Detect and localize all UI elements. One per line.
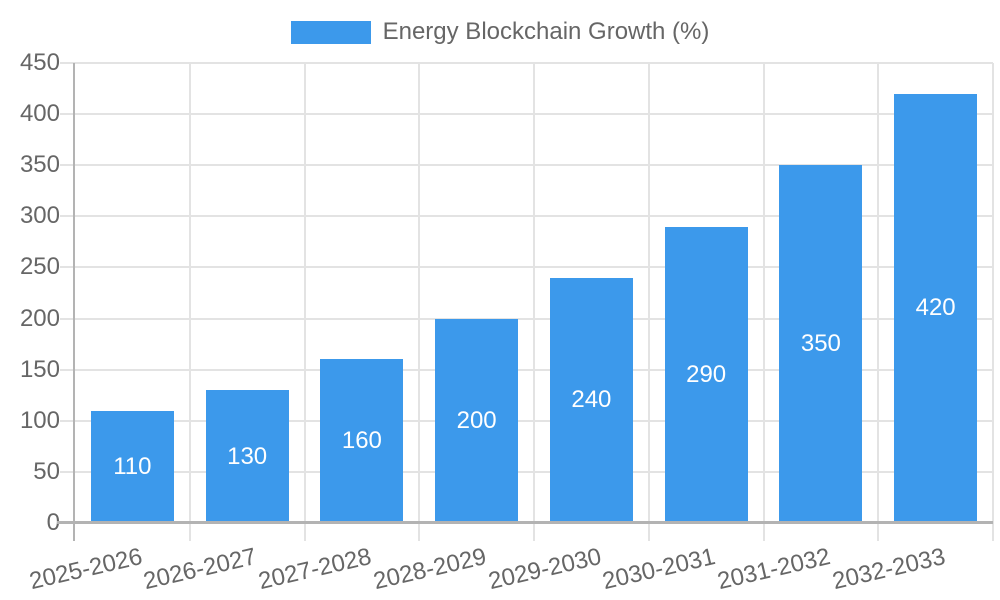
x-tick-label: 2028-2029 [370,543,489,596]
y-axis-line [73,63,75,541]
bar-value-label: 350 [800,330,841,358]
gridline-vertical [762,63,765,523]
bar[interactable] [549,277,633,523]
gridline-vertical [418,63,421,523]
y-axis-tick [60,317,75,320]
y-tick-label: 250 [19,253,60,281]
x-tick-label: 2032-2033 [829,543,948,596]
bar-value-label: 110 [113,452,152,480]
bar[interactable] [779,165,863,523]
bar-value-label: 290 [686,360,727,388]
y-axis-tick [60,62,75,65]
y-tick-label: 0 [46,509,60,536]
y-axis-tick [60,368,75,371]
x-tick-label: 2031-2032 [715,543,833,596]
bar[interactable] [664,226,748,523]
x-axis-baseline [57,521,993,524]
legend-swatch [290,20,371,44]
x-tick-label: 2029-2030 [485,543,604,596]
y-tick-label: 150 [19,355,60,383]
legend-item[interactable]: Energy Blockchain Growth (%) [0,18,1000,46]
y-tick-label: 350 [19,151,60,179]
bar[interactable] [894,93,978,523]
x-axis-tick [418,523,421,541]
y-tick-label: 300 [19,202,60,230]
bar-value-label: 420 [915,294,956,322]
gridline-vertical [877,63,880,523]
x-tick-label: 2030-2031 [600,543,719,596]
gridline-vertical [992,63,994,523]
x-axis-tick [303,523,306,541]
bar[interactable] [90,410,174,523]
x-axis-tick [533,523,535,541]
y-axis-tick [60,266,75,269]
bar-value-label: 240 [571,386,612,414]
bar[interactable] [435,318,519,523]
bar[interactable] [320,359,404,523]
bar[interactable] [205,390,289,523]
gridline-vertical [533,63,535,523]
plot-area: 0 50 100 150 200 250 300 350 400 450 110 130 160 200 2… [20,49,994,595]
gridline-vertical [303,63,306,523]
x-axis-tick [877,523,880,541]
y-axis-tick [60,215,75,218]
legend-label: Energy Blockchain Growth (%) [382,18,710,45]
gridline-vertical [647,63,650,523]
y-tick-label: 200 [19,304,60,332]
bar-value-label: 130 [227,442,268,470]
y-axis-tick [60,470,75,473]
y-axis-tick [60,113,75,116]
x-tick-label: 2026-2027 [141,543,260,596]
y-tick-label: 50 [33,457,60,485]
y-tick-label: 100 [19,406,60,434]
x-axis-tick [992,523,994,541]
bar-value-label: 200 [456,406,497,434]
x-axis-tick [762,523,765,541]
y-axis-tick [60,419,75,422]
x-axis-tick [647,523,650,541]
y-tick-label: 400 [19,100,60,128]
x-tick-label: 2027-2028 [256,543,374,596]
bar-value-label: 160 [341,427,382,455]
x-tick-label: 2025-2026 [26,543,145,596]
gridline-vertical [188,63,191,523]
y-tick-label: 450 [19,49,60,76]
x-axis-tick [188,523,191,541]
y-axis-tick [60,164,75,167]
